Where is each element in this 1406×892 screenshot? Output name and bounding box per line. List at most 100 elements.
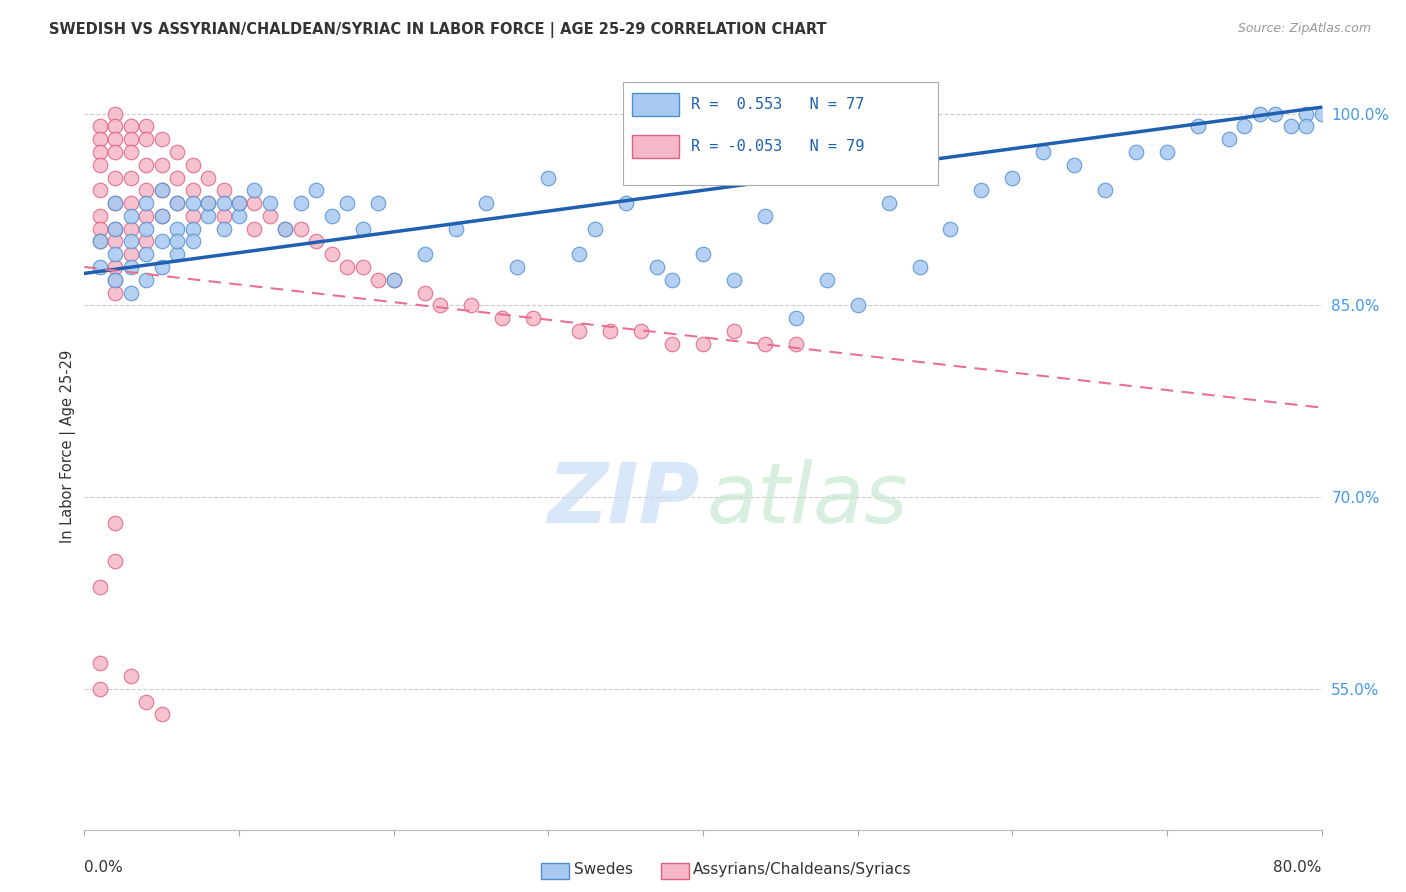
Point bbox=[120, 260, 142, 274]
Point bbox=[120, 196, 142, 211]
Point bbox=[815, 273, 838, 287]
Point bbox=[135, 183, 157, 197]
Point bbox=[382, 273, 405, 287]
Point bbox=[166, 247, 188, 261]
Point bbox=[290, 196, 312, 211]
Point bbox=[104, 554, 127, 568]
Point bbox=[785, 311, 807, 326]
Point bbox=[321, 209, 343, 223]
Text: R =  0.553   N = 77: R = 0.553 N = 77 bbox=[690, 97, 865, 112]
Bar bbox=[633, 93, 679, 116]
Text: Swedes: Swedes bbox=[574, 863, 633, 877]
Point bbox=[135, 235, 157, 249]
Point bbox=[135, 158, 157, 172]
Point bbox=[135, 209, 157, 223]
Text: ZIP: ZIP bbox=[547, 459, 699, 541]
Point bbox=[104, 120, 127, 134]
Point bbox=[89, 657, 111, 671]
Point bbox=[104, 516, 127, 530]
Point bbox=[754, 336, 776, 351]
Point bbox=[614, 196, 637, 211]
Point bbox=[104, 132, 127, 146]
Point bbox=[336, 260, 359, 274]
Point bbox=[120, 120, 142, 134]
Point bbox=[166, 145, 188, 159]
Point bbox=[243, 183, 266, 197]
Point bbox=[599, 324, 621, 338]
Point bbox=[120, 170, 142, 185]
Point bbox=[166, 170, 188, 185]
Point bbox=[321, 247, 343, 261]
Point bbox=[630, 324, 652, 338]
Point bbox=[120, 221, 142, 235]
Point bbox=[259, 209, 281, 223]
Point bbox=[104, 196, 127, 211]
Point bbox=[181, 158, 204, 172]
Point bbox=[429, 298, 451, 312]
Point bbox=[89, 235, 111, 249]
Point bbox=[382, 273, 405, 287]
Point bbox=[1249, 106, 1271, 120]
Point bbox=[89, 681, 111, 696]
Point bbox=[290, 221, 312, 235]
Point bbox=[908, 260, 931, 274]
Point bbox=[135, 695, 157, 709]
Point bbox=[89, 145, 111, 159]
Point bbox=[444, 221, 467, 235]
Point bbox=[1032, 145, 1054, 159]
Point bbox=[150, 158, 173, 172]
Point bbox=[120, 145, 142, 159]
Point bbox=[150, 183, 173, 197]
Point bbox=[104, 145, 127, 159]
Point bbox=[243, 196, 266, 211]
Point bbox=[89, 120, 111, 134]
Point bbox=[661, 273, 683, 287]
Point bbox=[1187, 120, 1209, 134]
Point bbox=[150, 183, 173, 197]
Point bbox=[89, 132, 111, 146]
Point bbox=[212, 221, 235, 235]
Point bbox=[352, 221, 374, 235]
Point bbox=[166, 196, 188, 211]
Point bbox=[197, 209, 219, 223]
Point bbox=[181, 196, 204, 211]
Point bbox=[104, 235, 127, 249]
Point bbox=[970, 183, 993, 197]
Point bbox=[104, 247, 127, 261]
Point bbox=[181, 221, 204, 235]
Point bbox=[104, 221, 127, 235]
Point bbox=[305, 183, 328, 197]
Text: 80.0%: 80.0% bbox=[1274, 860, 1322, 875]
Point bbox=[491, 311, 513, 326]
Point bbox=[166, 221, 188, 235]
Point bbox=[754, 209, 776, 223]
Point bbox=[1310, 106, 1333, 120]
Point bbox=[212, 183, 235, 197]
Point bbox=[197, 196, 219, 211]
Point bbox=[274, 221, 297, 235]
Point bbox=[104, 285, 127, 300]
Bar bbox=[633, 136, 679, 158]
Point bbox=[181, 183, 204, 197]
Point bbox=[150, 235, 173, 249]
Point bbox=[723, 273, 745, 287]
Point bbox=[89, 260, 111, 274]
Point bbox=[228, 196, 250, 211]
Point bbox=[89, 580, 111, 594]
Point bbox=[259, 196, 281, 211]
Point bbox=[166, 196, 188, 211]
Point bbox=[243, 221, 266, 235]
Point bbox=[336, 196, 359, 211]
Point bbox=[692, 247, 714, 261]
Point bbox=[506, 260, 529, 274]
Point bbox=[89, 221, 111, 235]
Point bbox=[413, 247, 436, 261]
Point bbox=[120, 235, 142, 249]
Point bbox=[181, 235, 204, 249]
Point bbox=[228, 209, 250, 223]
Point bbox=[150, 209, 173, 223]
Point bbox=[692, 336, 714, 351]
Point bbox=[89, 209, 111, 223]
Point bbox=[583, 221, 606, 235]
Point bbox=[197, 196, 219, 211]
